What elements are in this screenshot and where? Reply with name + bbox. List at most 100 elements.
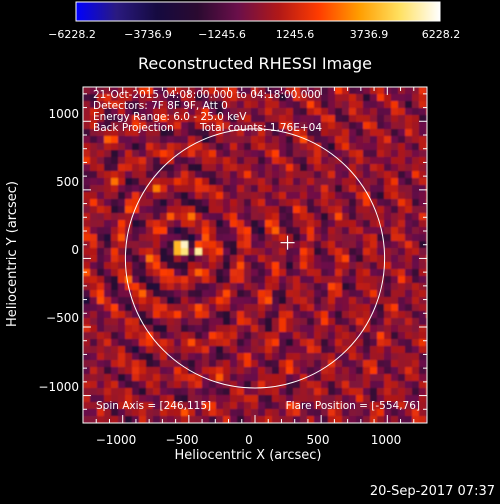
- heatmap-cell: [251, 213, 259, 221]
- heatmap-cell: [174, 213, 182, 221]
- heatmap-cell: [139, 353, 147, 361]
- heatmap-cell: [125, 157, 133, 165]
- heatmap-cell: [328, 381, 336, 389]
- heatmap-cell: [398, 367, 406, 375]
- heatmap-cell: [286, 157, 294, 165]
- heatmap-cell: [419, 94, 427, 102]
- heatmap-cell: [90, 136, 98, 144]
- heatmap-cell: [251, 143, 259, 151]
- heatmap-cell: [237, 409, 245, 417]
- heatmap-cell: [216, 171, 224, 179]
- heatmap-cell: [321, 255, 329, 263]
- info-annotations: 21-Oct-2015 04:08:00.000 to 04:18:00.000…: [93, 89, 322, 134]
- heatmap-cell: [419, 388, 427, 396]
- heatmap-cell: [160, 213, 168, 221]
- heatmap-cell: [132, 409, 140, 417]
- heatmap-cell: [188, 276, 196, 284]
- heatmap-cell: [83, 122, 91, 130]
- heatmap-cell: [279, 325, 287, 333]
- heatmap-cell: [139, 150, 147, 158]
- heatmap-cell: [314, 108, 322, 116]
- heatmap-cell: [384, 101, 392, 109]
- heatmap-cell: [202, 304, 210, 312]
- heatmap-cell: [160, 178, 168, 186]
- heatmap-cell: [125, 213, 133, 221]
- heatmap-cell: [286, 122, 294, 130]
- heatmap-cell: [237, 108, 245, 116]
- heatmap-cell: [216, 360, 224, 368]
- heatmap-cell: [363, 192, 371, 200]
- heatmap-cell: [139, 332, 147, 340]
- heatmap-cell: [202, 143, 210, 151]
- heatmap-cell: [328, 248, 336, 256]
- heatmap-cell: [335, 199, 343, 207]
- heatmap-cell: [286, 241, 294, 249]
- heatmap-cell: [104, 220, 112, 228]
- heatmap-cell: [314, 402, 322, 410]
- heatmap-cell: [405, 150, 413, 158]
- heatmap-cell: [293, 129, 301, 137]
- heatmap-cell: [223, 332, 231, 340]
- heatmap-cell: [342, 227, 350, 235]
- heatmap-cell: [209, 129, 217, 137]
- heatmap-cell: [405, 325, 413, 333]
- heatmap-cell: [118, 360, 126, 368]
- heatmap-cell: [258, 101, 266, 109]
- heatmap-cell: [384, 318, 392, 326]
- heatmap-cell: [153, 213, 161, 221]
- heatmap-cell: [237, 367, 245, 375]
- heatmap-cell: [139, 87, 147, 95]
- heatmap-cell: [223, 143, 231, 151]
- heatmap-cell: [412, 276, 420, 284]
- heatmap-cell: [370, 150, 378, 158]
- heatmap-cell: [181, 213, 189, 221]
- heatmap-cell: [160, 122, 168, 130]
- heatmap-cell: [370, 360, 378, 368]
- heatmap-cell: [335, 311, 343, 319]
- heatmap-cell: [216, 339, 224, 347]
- heatmap-cell: [251, 206, 259, 214]
- heatmap-cell: [321, 129, 329, 137]
- heatmap-cell: [181, 297, 189, 305]
- heatmap-cell: [405, 129, 413, 137]
- heatmap-cell: [321, 94, 329, 102]
- heatmap-cell: [97, 304, 105, 312]
- heatmap-cell: [202, 136, 210, 144]
- heatmap-cell: [111, 311, 119, 319]
- heatmap-cell: [265, 171, 273, 179]
- heatmap-cell: [377, 199, 385, 207]
- heatmap-cell: [335, 241, 343, 249]
- heatmap-cell: [307, 136, 315, 144]
- heatmap-cell: [328, 290, 336, 298]
- heatmap-cell: [97, 409, 105, 417]
- heatmap-cell: [265, 129, 273, 137]
- heatmap-cell: [125, 164, 133, 172]
- heatmap-cell: [314, 227, 322, 235]
- heatmap-cell: [153, 332, 161, 340]
- heatmap-cell: [314, 290, 322, 298]
- heatmap-cell: [237, 325, 245, 333]
- heatmap-cell: [195, 374, 203, 382]
- heatmap-cell: [195, 248, 203, 256]
- heatmap-cell: [139, 143, 147, 151]
- heatmap-cell: [286, 248, 294, 256]
- heatmap-cell: [153, 171, 161, 179]
- heatmap-cell: [384, 339, 392, 347]
- heatmap-cell: [300, 101, 308, 109]
- heatmap-cell: [398, 304, 406, 312]
- heatmap-cell: [188, 206, 196, 214]
- heatmap-cell: [97, 416, 105, 423]
- heatmap-cell: [251, 262, 259, 270]
- heatmap-cell: [279, 108, 287, 116]
- heatmap-cell: [356, 395, 364, 403]
- heatmap-cell: [167, 101, 175, 109]
- heatmap-cell: [146, 332, 154, 340]
- heatmap-cell: [251, 311, 259, 319]
- heatmap-cell: [391, 227, 399, 235]
- heatmap-cell: [195, 178, 203, 186]
- heatmap-cell: [286, 192, 294, 200]
- heatmap-cell: [209, 353, 217, 361]
- heatmap-cell: [272, 367, 280, 375]
- heatmap-cell: [90, 157, 98, 165]
- heatmap-cell: [370, 248, 378, 256]
